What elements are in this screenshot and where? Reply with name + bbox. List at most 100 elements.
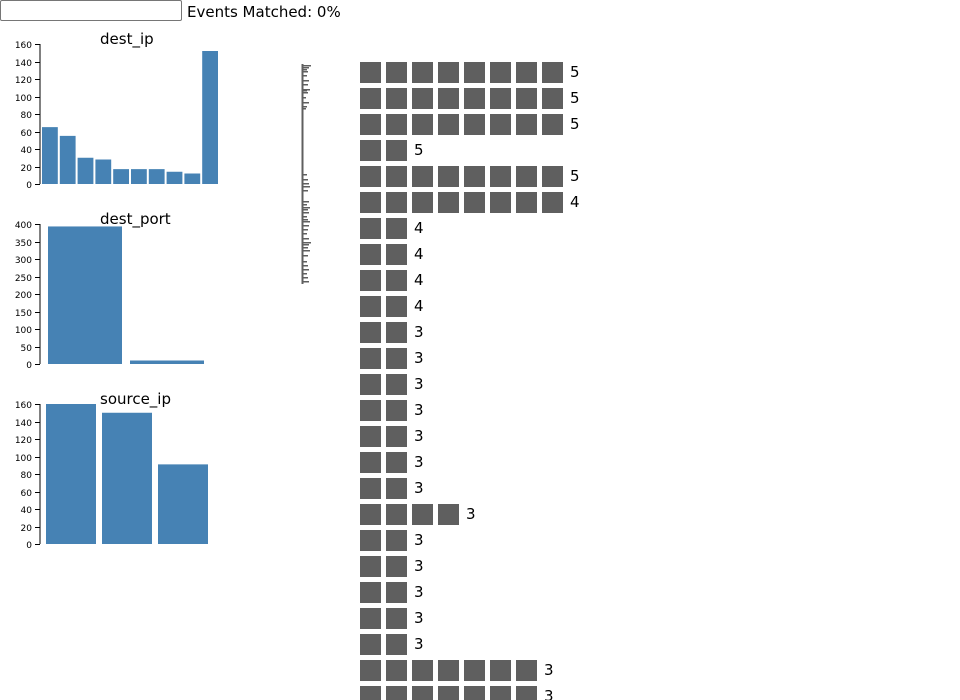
event-square[interactable] <box>464 686 485 700</box>
event-square[interactable] <box>490 192 511 213</box>
event-square[interactable] <box>516 192 537 213</box>
event-square[interactable] <box>412 686 433 700</box>
bar[interactable] <box>48 226 122 364</box>
event-square[interactable] <box>386 270 407 291</box>
event-square[interactable] <box>464 62 485 83</box>
event-square[interactable] <box>464 114 485 135</box>
event-square[interactable] <box>542 114 563 135</box>
event-square[interactable] <box>360 634 381 655</box>
event-square[interactable] <box>412 166 433 187</box>
event-square[interactable] <box>360 192 381 213</box>
event-square[interactable] <box>386 686 407 700</box>
bar[interactable] <box>184 173 201 185</box>
event-square[interactable] <box>412 504 433 525</box>
event-square[interactable] <box>438 686 459 700</box>
event-square[interactable] <box>438 114 459 135</box>
event-square[interactable] <box>386 400 407 421</box>
event-square[interactable] <box>360 62 381 83</box>
event-square[interactable] <box>516 166 537 187</box>
bar[interactable] <box>102 412 152 544</box>
event-square[interactable] <box>386 218 407 239</box>
search-input[interactable] <box>0 0 182 21</box>
event-square[interactable] <box>490 686 511 700</box>
event-square[interactable] <box>386 62 407 83</box>
event-square[interactable] <box>542 192 563 213</box>
event-square[interactable] <box>516 62 537 83</box>
event-square[interactable] <box>412 192 433 213</box>
event-square[interactable] <box>386 426 407 447</box>
event-square[interactable] <box>386 192 407 213</box>
event-square[interactable] <box>360 686 381 700</box>
event-square[interactable] <box>412 114 433 135</box>
event-square[interactable] <box>386 608 407 629</box>
event-square[interactable] <box>360 660 381 681</box>
event-square[interactable] <box>464 192 485 213</box>
event-square[interactable] <box>438 166 459 187</box>
event-square[interactable] <box>386 582 407 603</box>
event-square[interactable] <box>438 88 459 109</box>
event-square[interactable] <box>360 400 381 421</box>
event-timeline[interactable] <box>296 62 312 286</box>
event-square[interactable] <box>386 244 407 265</box>
event-square[interactable] <box>516 88 537 109</box>
event-square[interactable] <box>360 296 381 317</box>
event-square[interactable] <box>360 504 381 525</box>
bar[interactable] <box>95 159 112 185</box>
event-square[interactable] <box>412 62 433 83</box>
event-square[interactable] <box>490 62 511 83</box>
event-square[interactable] <box>386 166 407 187</box>
event-square[interactable] <box>360 426 381 447</box>
event-square[interactable] <box>412 660 433 681</box>
event-square[interactable] <box>412 88 433 109</box>
bar[interactable] <box>59 135 76 184</box>
bar[interactable] <box>131 169 147 184</box>
event-square[interactable] <box>516 114 537 135</box>
event-square[interactable] <box>360 556 381 577</box>
event-square[interactable] <box>386 634 407 655</box>
event-square[interactable] <box>438 62 459 83</box>
bar[interactable] <box>148 169 165 184</box>
event-square[interactable] <box>464 166 485 187</box>
event-square[interactable] <box>490 166 511 187</box>
event-square[interactable] <box>438 192 459 213</box>
event-square[interactable] <box>360 478 381 499</box>
event-square[interactable] <box>438 504 459 525</box>
bar[interactable] <box>42 127 58 184</box>
event-square[interactable] <box>490 660 511 681</box>
event-square[interactable] <box>360 218 381 239</box>
event-square[interactable] <box>386 660 407 681</box>
event-square[interactable] <box>386 114 407 135</box>
event-square[interactable] <box>386 88 407 109</box>
bar[interactable] <box>130 360 204 365</box>
event-square[interactable] <box>542 62 563 83</box>
event-square[interactable] <box>490 88 511 109</box>
event-square[interactable] <box>360 608 381 629</box>
event-square[interactable] <box>360 452 381 473</box>
event-square[interactable] <box>386 452 407 473</box>
bar[interactable] <box>202 51 218 184</box>
event-square[interactable] <box>386 322 407 343</box>
event-square[interactable] <box>464 660 485 681</box>
event-square[interactable] <box>386 504 407 525</box>
event-square[interactable] <box>360 140 381 161</box>
event-square[interactable] <box>464 88 485 109</box>
event-square[interactable] <box>516 686 537 700</box>
event-square[interactable] <box>360 582 381 603</box>
event-square[interactable] <box>360 114 381 135</box>
event-square[interactable] <box>386 140 407 161</box>
event-square[interactable] <box>360 244 381 265</box>
bar[interactable] <box>113 169 129 184</box>
event-square[interactable] <box>360 374 381 395</box>
event-square[interactable] <box>490 114 511 135</box>
event-square[interactable] <box>386 478 407 499</box>
event-square[interactable] <box>360 88 381 109</box>
event-square[interactable] <box>360 166 381 187</box>
bar[interactable] <box>158 464 208 544</box>
event-square[interactable] <box>360 322 381 343</box>
event-square[interactable] <box>386 374 407 395</box>
event-square[interactable] <box>360 270 381 291</box>
event-square[interactable] <box>386 296 407 317</box>
event-square[interactable] <box>386 348 407 369</box>
event-square[interactable] <box>516 660 537 681</box>
bar[interactable] <box>77 157 94 184</box>
